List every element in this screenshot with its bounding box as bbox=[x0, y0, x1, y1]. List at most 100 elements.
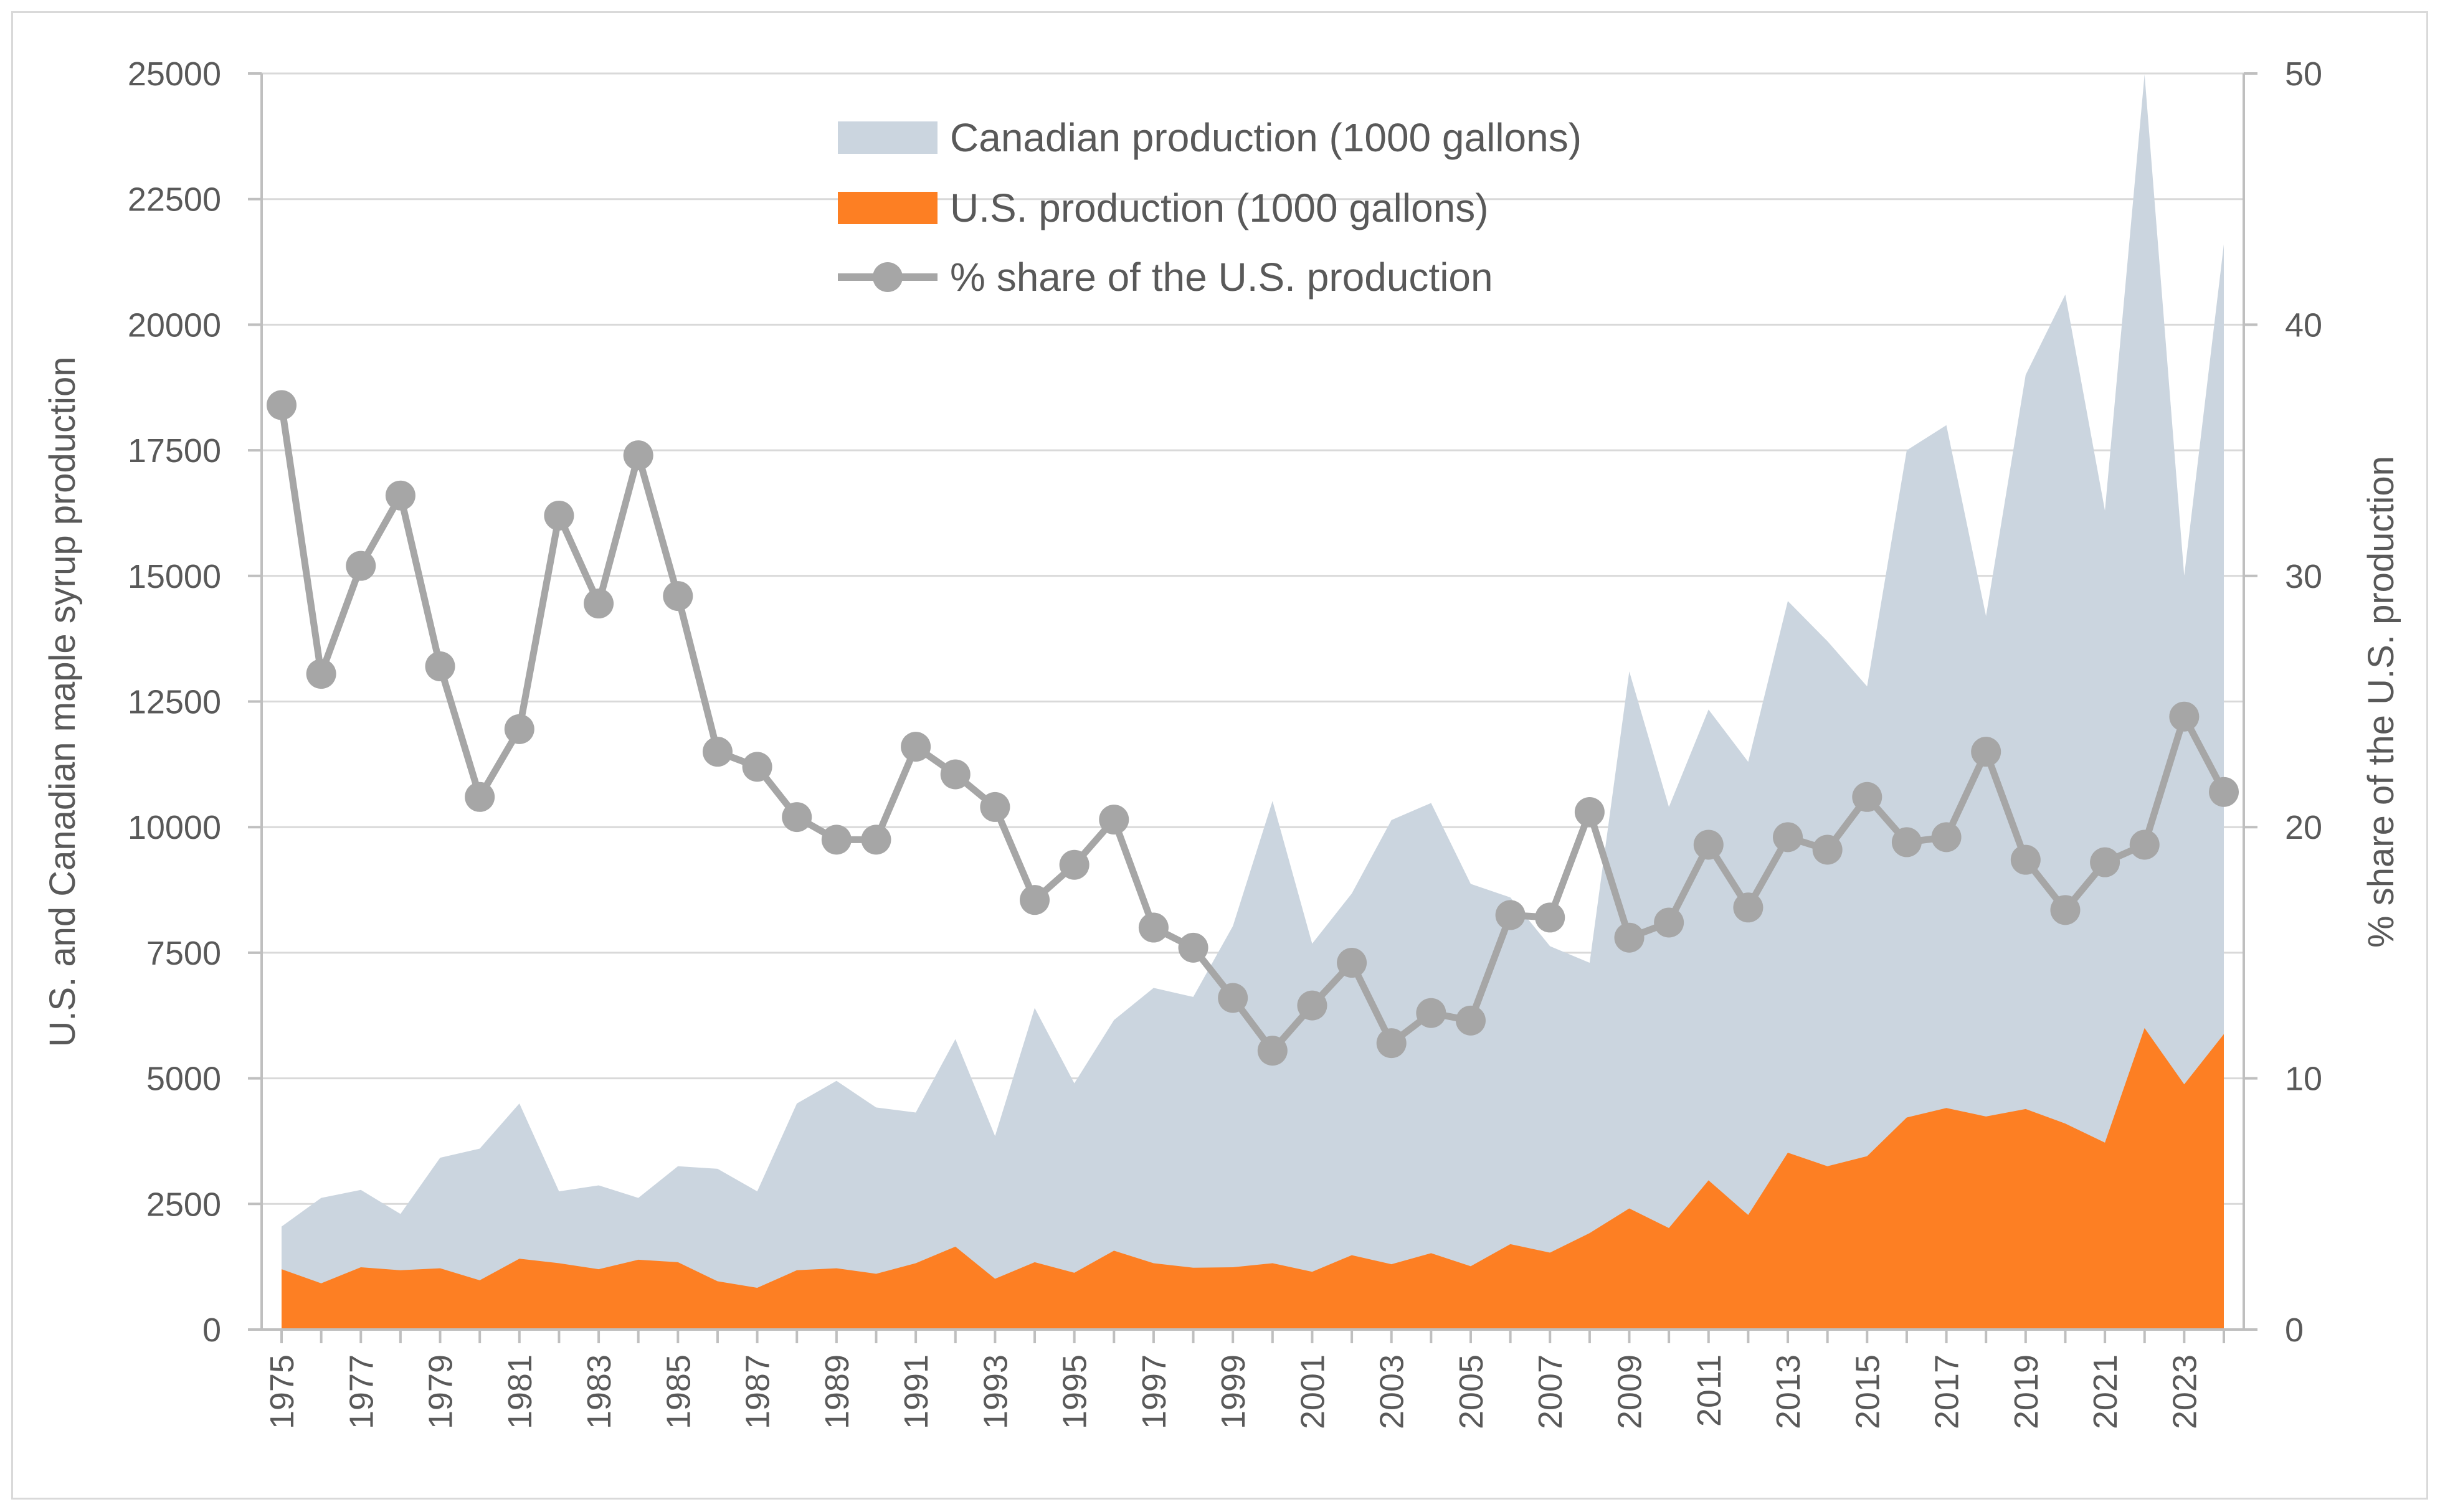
left-axis-title: U.S. and Canadian maple syrup production bbox=[42, 356, 83, 1047]
legend: Canadian production (1000 gallons) U.S. … bbox=[838, 115, 1582, 300]
left-tick-label: 7500 bbox=[146, 935, 221, 972]
right-tick-label: 0 bbox=[2285, 1311, 2304, 1349]
x-tick-label: 1983 bbox=[581, 1354, 618, 1429]
left-tick-label: 15000 bbox=[128, 558, 221, 595]
share-point bbox=[742, 752, 772, 782]
us-share-line-series bbox=[267, 390, 2239, 1066]
x-tick-label: 2001 bbox=[1294, 1354, 1331, 1429]
right-tick-label: 30 bbox=[2285, 558, 2322, 595]
canadian-production-area bbox=[282, 74, 2224, 1330]
right-tick-label: 40 bbox=[2285, 306, 2322, 344]
share-point bbox=[1614, 922, 1645, 953]
left-tick-label: 5000 bbox=[146, 1061, 221, 1098]
x-tick-label: 1997 bbox=[1136, 1354, 1173, 1429]
left-tick-label: 0 bbox=[202, 1311, 221, 1349]
share-point bbox=[465, 782, 495, 812]
share-point bbox=[1971, 737, 2001, 767]
share-point bbox=[1891, 827, 1922, 858]
legend-label-us: U.S. production (1000 gallons) bbox=[950, 186, 1489, 230]
share-point bbox=[1416, 998, 1446, 1028]
share-point bbox=[1693, 829, 1724, 860]
share-point bbox=[1376, 1028, 1407, 1059]
x-tick-label: 1981 bbox=[501, 1354, 539, 1429]
x-tick-label: 2007 bbox=[1532, 1354, 1569, 1429]
x-tick-label: 2017 bbox=[1929, 1354, 1966, 1429]
share-point bbox=[1852, 782, 1882, 812]
x-tick-label: 1989 bbox=[819, 1354, 856, 1429]
share-point bbox=[1138, 912, 1169, 943]
x-tick-label: 2003 bbox=[1374, 1354, 1411, 1429]
share-point bbox=[2209, 777, 2239, 807]
share-point bbox=[1535, 902, 1565, 933]
share-point bbox=[1773, 822, 1803, 853]
share-point bbox=[544, 500, 574, 531]
share-point bbox=[1931, 822, 1962, 853]
legend-label-canadian: Canadian production (1000 gallons) bbox=[950, 115, 1582, 160]
share-point bbox=[1218, 983, 1248, 1013]
legend-swatch-us bbox=[838, 192, 938, 224]
x-tick-label: 1979 bbox=[422, 1354, 460, 1429]
x-tick-label: 2021 bbox=[2087, 1354, 2124, 1429]
share-point bbox=[2169, 701, 2200, 732]
share-point bbox=[1654, 907, 1684, 938]
x-axis-ticks: 1975 1977 1979 1981 1983 1985 1987 1989 1991 1993… bbox=[263, 1330, 2225, 1429]
share-point bbox=[782, 802, 812, 833]
x-tick-label: 2023 bbox=[2166, 1354, 2203, 1429]
right-tick-label: 20 bbox=[2285, 809, 2322, 846]
x-tick-label: 1995 bbox=[1056, 1354, 1094, 1429]
right-tick-label: 50 bbox=[2285, 55, 2322, 93]
share-point bbox=[1812, 834, 1843, 865]
share-point bbox=[267, 390, 297, 420]
right-axis-ticks: 0 10 20 30 40 50 bbox=[2244, 55, 2322, 1349]
share-point bbox=[901, 732, 931, 762]
right-axis-title: % share of the U.S. production bbox=[2361, 456, 2401, 948]
x-tick-label: 1999 bbox=[1215, 1354, 1252, 1429]
share-point bbox=[623, 440, 653, 471]
x-tick-label: 2019 bbox=[2008, 1354, 2045, 1429]
share-point bbox=[1297, 990, 1327, 1021]
share-point bbox=[980, 791, 1010, 822]
share-point bbox=[2050, 895, 2081, 925]
x-tick-label: 2009 bbox=[1612, 1354, 1649, 1429]
x-tick-label: 2011 bbox=[1691, 1354, 1728, 1427]
right-tick-label: 10 bbox=[2285, 1061, 2322, 1098]
legend-swatch-canadian bbox=[838, 121, 938, 154]
x-tick-label: 2005 bbox=[1453, 1354, 1490, 1429]
share-point bbox=[306, 659, 336, 689]
left-axis-ticks: 0 2500 5000 7500 10000 12500 15000 17500 20000 22… bbox=[128, 55, 262, 1349]
left-tick-label: 10000 bbox=[128, 809, 221, 846]
share-point bbox=[1020, 885, 1050, 915]
share-point bbox=[1099, 805, 1129, 835]
left-tick-label: 17500 bbox=[128, 432, 221, 470]
legend-marker-share bbox=[873, 262, 903, 292]
share-point bbox=[2129, 829, 2160, 860]
share-point bbox=[1495, 900, 1526, 930]
share-point bbox=[2090, 847, 2120, 877]
x-tick-label: 1975 bbox=[263, 1354, 301, 1429]
share-point bbox=[385, 480, 415, 511]
left-tick-label: 22500 bbox=[128, 181, 221, 219]
x-tick-label: 2013 bbox=[1770, 1354, 1807, 1429]
x-tick-label: 1985 bbox=[660, 1354, 697, 1429]
share-point bbox=[1733, 892, 1764, 923]
share-point bbox=[346, 550, 376, 581]
share-point bbox=[1574, 796, 1605, 827]
legend-label-share: % share of the U.S. production bbox=[950, 255, 1493, 300]
share-point bbox=[504, 714, 534, 744]
share-point bbox=[663, 581, 693, 612]
left-tick-label: 25000 bbox=[128, 55, 221, 93]
left-tick-label: 2500 bbox=[146, 1186, 221, 1223]
x-tick-label: 2015 bbox=[1849, 1354, 1886, 1429]
share-point bbox=[584, 588, 614, 619]
x-tick-label: 1977 bbox=[343, 1354, 380, 1429]
share-point bbox=[1337, 948, 1367, 978]
share-point bbox=[821, 825, 852, 855]
share-point bbox=[425, 651, 455, 682]
share-point bbox=[1059, 849, 1089, 880]
x-tick-label: 1987 bbox=[739, 1354, 777, 1429]
left-tick-label: 20000 bbox=[128, 306, 221, 344]
share-point bbox=[702, 737, 733, 767]
share-point bbox=[940, 759, 971, 790]
x-tick-label: 1993 bbox=[977, 1354, 1014, 1429]
